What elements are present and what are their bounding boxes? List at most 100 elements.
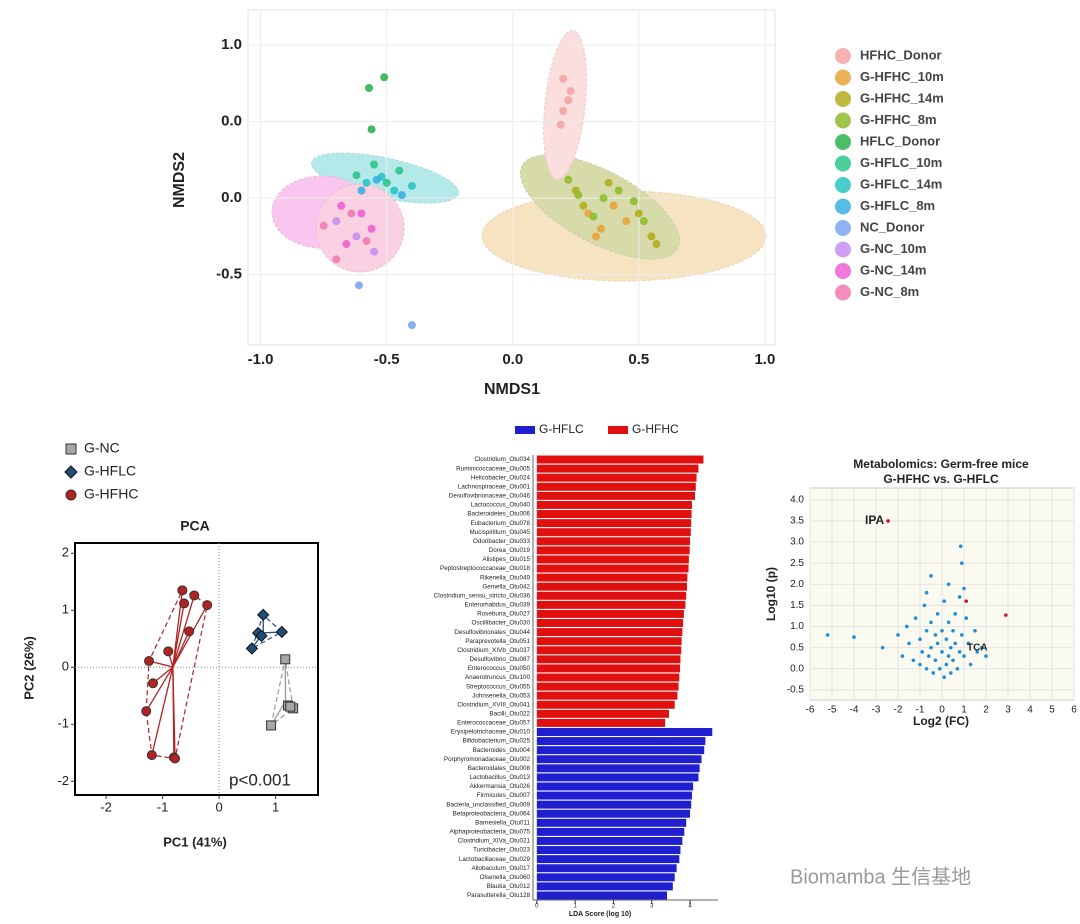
bar (536, 464, 699, 473)
category-label: Ruminicoccaceae_Otu005 (456, 465, 530, 472)
legend-label: NC_Donor (860, 219, 924, 234)
x-tick-label: 1 (272, 799, 279, 814)
point (352, 232, 361, 241)
y-tick-label: 4.0 (790, 494, 804, 505)
category-label: Alistipes_Otu015 (482, 556, 530, 563)
legend-swatch (835, 134, 851, 150)
legend-label: G-HFHC_14m (860, 90, 944, 105)
category-label: Oscillibacter_Otu030 (472, 620, 531, 627)
category-label: Clostridium_XVIII_Otu041 (457, 701, 530, 708)
x-tick-label: 1.0 (754, 351, 775, 368)
point (968, 662, 973, 667)
point (964, 599, 968, 603)
category-label: Clostridium_sensu_stricto_Otu036 (434, 592, 531, 599)
bar (536, 773, 699, 782)
point (285, 701, 296, 712)
legend-swatch (65, 489, 77, 501)
legend-label: HFLC_Donor (860, 133, 940, 148)
category-label: Desulfovibrio_Otu087 (469, 656, 530, 663)
x-tick-label: -6 (806, 705, 815, 716)
bar (536, 864, 677, 873)
category-label: Bacteria_unclassified_Otu009 (446, 801, 530, 808)
spoke (172, 666, 176, 759)
x-tick-label: 0.5 (628, 351, 649, 368)
point (955, 666, 960, 671)
bar (536, 873, 675, 882)
point (407, 181, 416, 190)
y-tick-label: 3.0 (790, 537, 804, 548)
point (825, 633, 830, 637)
x-tick-label: 5 (1049, 705, 1055, 716)
point (938, 666, 942, 671)
point (1004, 613, 1008, 617)
point (929, 620, 933, 625)
category-label: Allobaculum_Otu017 (472, 865, 531, 872)
y-tick-label: 0.0 (221, 113, 242, 130)
category-label: Anaerotruncus_Otu100 (465, 674, 531, 681)
point (189, 590, 200, 601)
point (896, 633, 900, 637)
point (256, 608, 270, 622)
point (905, 624, 909, 629)
bar (536, 673, 680, 682)
point (380, 73, 389, 82)
point (332, 217, 341, 226)
point (966, 641, 971, 646)
point (146, 750, 157, 761)
legend-swatch (835, 48, 851, 64)
point (574, 191, 583, 200)
bar (536, 818, 687, 827)
y-tick-label: 1.5 (790, 600, 804, 611)
point (962, 586, 966, 591)
point (622, 217, 631, 226)
category-label: Firmicutes_Otu007 (477, 792, 531, 799)
y-tick-label: 2.0 (790, 579, 804, 590)
x-tick-label: 1 (961, 705, 967, 716)
category-label: Lactobacillaceae_Otu029 (459, 856, 531, 863)
point (927, 654, 931, 658)
bar (536, 637, 682, 646)
category-label: Bacteroides_Otu004 (473, 747, 531, 754)
bar (536, 709, 669, 718)
bar (536, 655, 681, 664)
bar (536, 691, 678, 700)
bar (536, 582, 687, 591)
y-tick-label: 1 (62, 602, 69, 617)
legend-swatch (65, 443, 77, 455)
bar (536, 846, 681, 855)
bar (536, 800, 692, 809)
bar (536, 482, 696, 491)
bar (536, 491, 696, 500)
x-tick-label: 6 (1071, 705, 1077, 716)
point (280, 654, 291, 665)
y-tick-label: 0.0 (790, 663, 804, 674)
point (597, 224, 606, 233)
bar (536, 664, 681, 673)
point (141, 706, 152, 717)
point (319, 221, 328, 230)
bar (536, 891, 668, 900)
point (564, 175, 573, 184)
category-label: Enterococcus_Otu050 (468, 665, 531, 672)
bar (536, 764, 700, 773)
ellipse (271, 175, 373, 249)
bar (536, 455, 704, 464)
plot-frame (74, 542, 319, 796)
bar (536, 573, 688, 582)
point (629, 197, 638, 206)
category-label: Porphyromonadaceae_Otu002 (444, 756, 531, 763)
y-tick-label: -1 (57, 716, 69, 731)
y-tick-label: 3.5 (790, 516, 804, 527)
x-axis-label: PC1 (41%) (163, 834, 227, 849)
legend-label: G-HFLC_8m (860, 198, 935, 213)
bar (536, 827, 685, 836)
point (913, 616, 918, 620)
y-axis-label: PC2 (26%) (21, 636, 36, 700)
legend-label: G-NC_10m (860, 241, 926, 256)
category-label: Erysipelotrichaceae_Otu010 (451, 729, 531, 736)
bar (536, 546, 690, 555)
bar (536, 600, 686, 609)
spoke (172, 595, 195, 668)
point (900, 654, 905, 658)
